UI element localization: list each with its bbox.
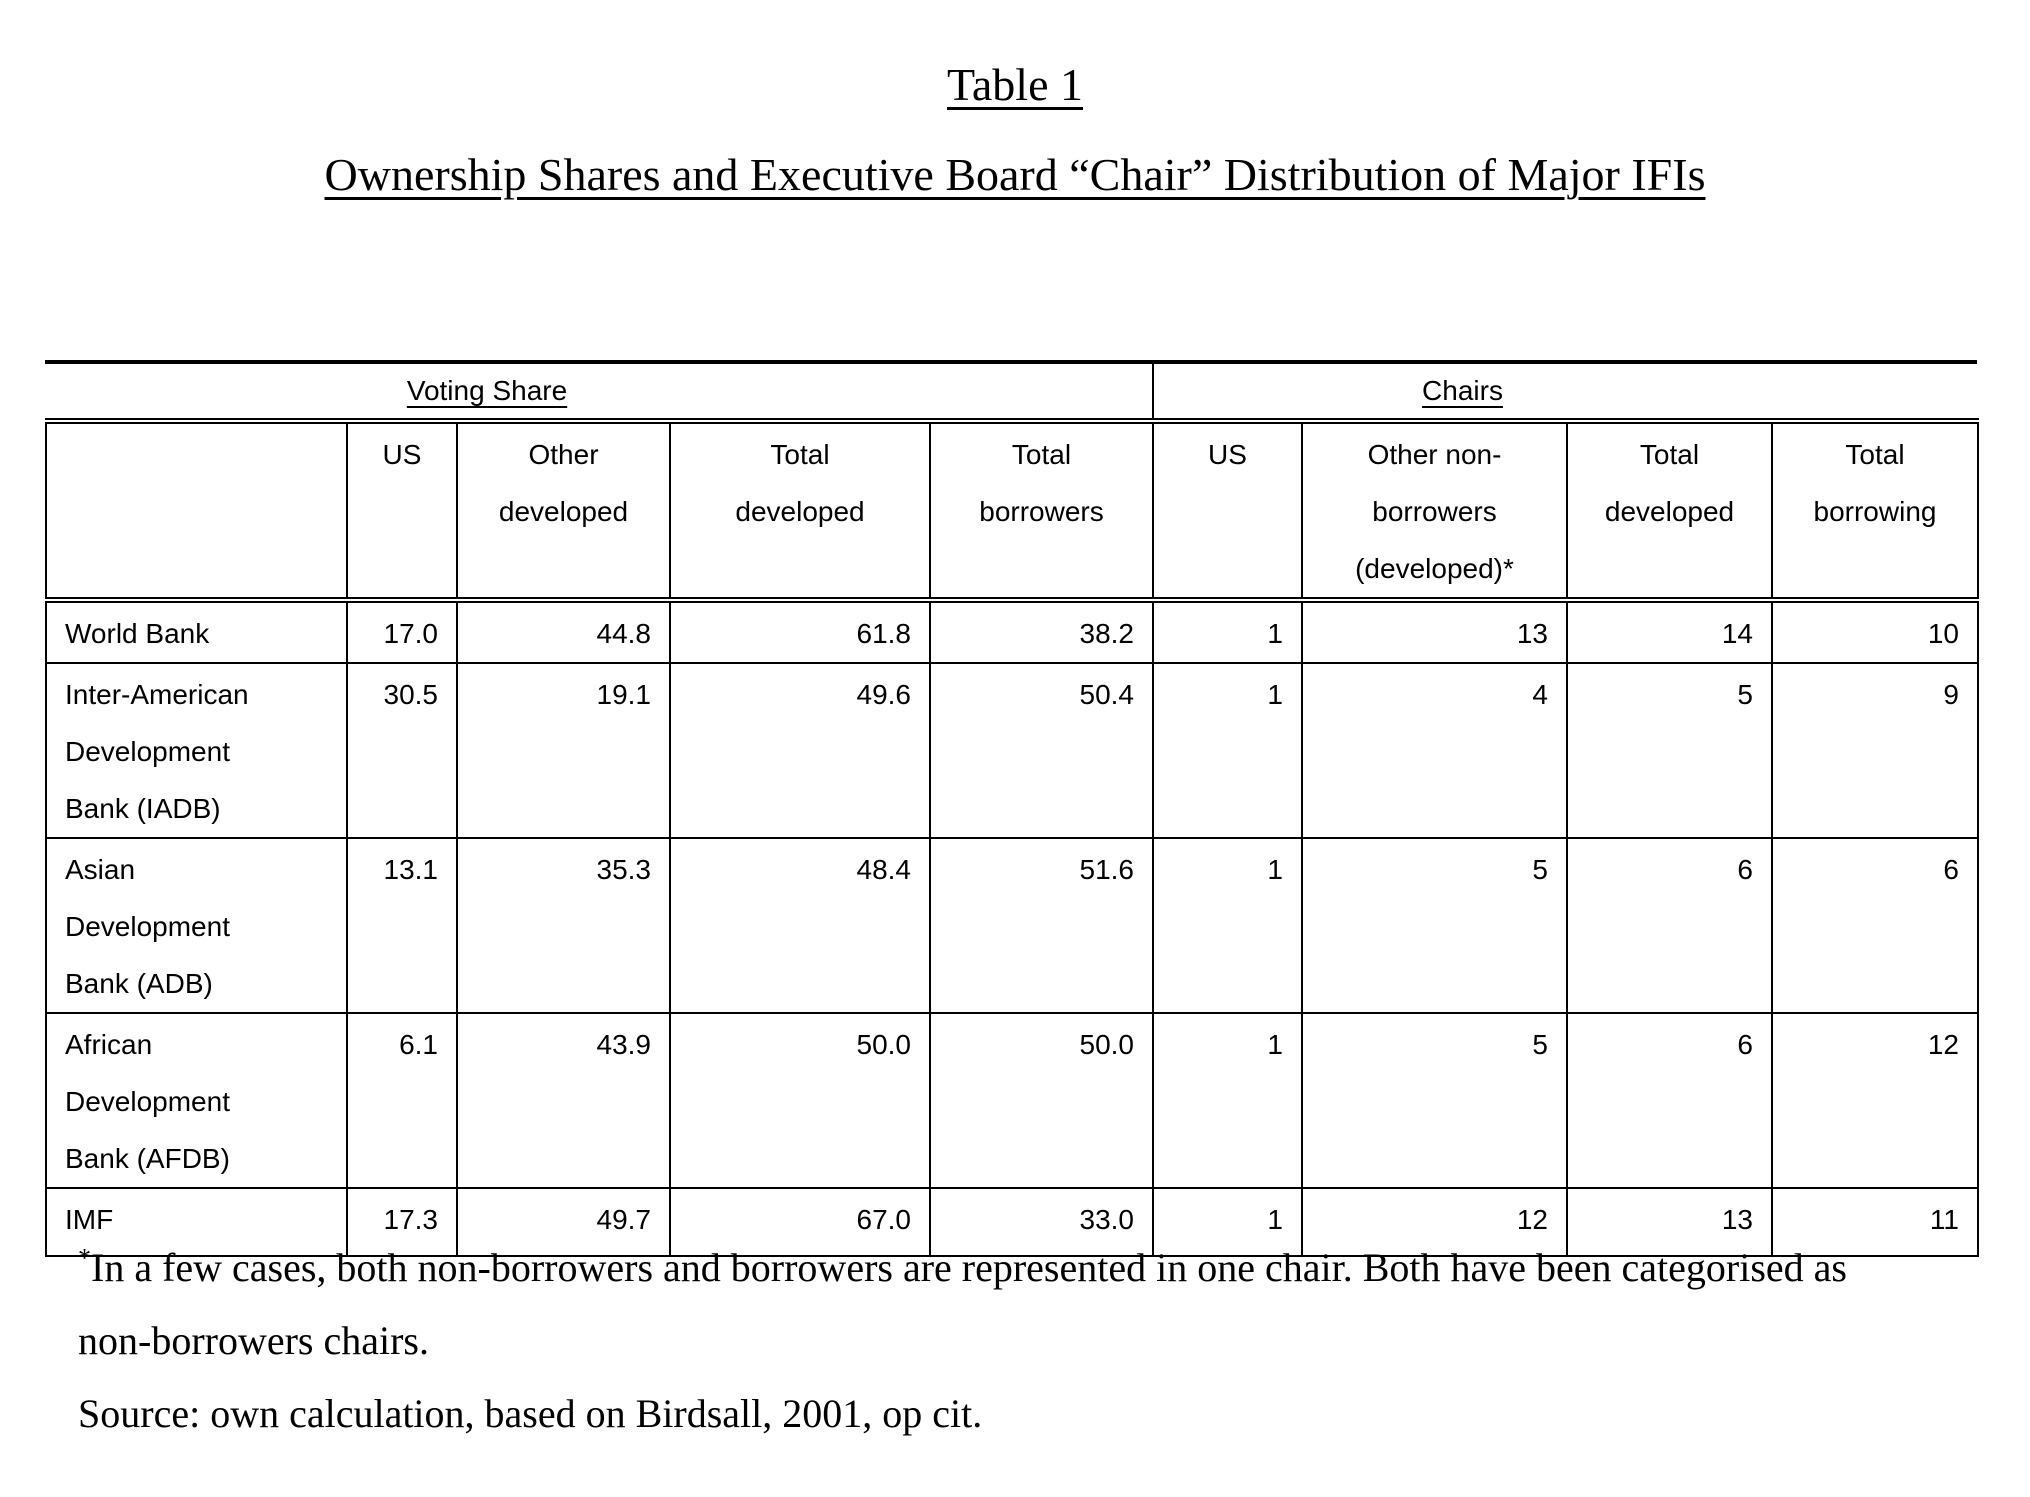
ifi-table: Voting Share Chairs US Other developed T…	[45, 360, 1979, 1257]
cell-value: 19.1	[456, 662, 671, 839]
cell-value: 6	[1771, 837, 1979, 1014]
cell-value: 1	[1152, 662, 1303, 839]
cell-value: 14	[1566, 599, 1773, 664]
group-header-voting-share-label: Voting Share	[406, 375, 568, 406]
cell-value: 30.5	[346, 662, 458, 839]
cell-value: 12	[1301, 1187, 1568, 1257]
cell-value: 17.3	[346, 1187, 458, 1257]
column-header-total-borrowing: Total borrowing	[1771, 418, 1979, 603]
cell-value: 49.6	[669, 662, 931, 839]
footnote-asterisk: *	[78, 1243, 91, 1273]
page-subtitle: Ownership Shares and Executive Board “Ch…	[0, 146, 2030, 204]
column-header-us-voting: US	[346, 418, 458, 603]
page-title-text: Table 1	[946, 59, 1083, 110]
group-header-spacer-left	[929, 364, 1152, 418]
column-header-total-developed-voting: Total developed	[669, 418, 931, 603]
table-footnotes: *In a few cases, both non-borrowers and …	[78, 1231, 1958, 1450]
cell-value: 6	[1566, 1012, 1773, 1189]
cell-value: 4	[1301, 662, 1568, 839]
row-label: IMF	[45, 1187, 348, 1257]
column-header-us-chairs: US	[1152, 418, 1303, 603]
row-label: World Bank	[45, 599, 348, 664]
cell-value: 61.8	[669, 599, 931, 664]
column-header-total-developed-chairs: Total developed	[1566, 418, 1773, 603]
page-subtitle-text: Ownership Shares and Executive Board “Ch…	[324, 149, 1706, 200]
cell-value: 1	[1152, 1012, 1303, 1189]
group-header-chairs: Chairs	[1152, 364, 1771, 418]
table-row-adb: Asian Development Bank (ADB) 13.1 35.3 4…	[45, 837, 1979, 1014]
footnote-note: *In a few cases, both non-borrowers and …	[78, 1231, 1958, 1377]
cell-value: 44.8	[456, 599, 671, 664]
table-row-imf: IMF 17.3 49.7 67.0 33.0 1 12 13 11	[45, 1187, 1979, 1257]
cell-value: 1	[1152, 1187, 1303, 1257]
cell-value: 48.4	[669, 837, 931, 1014]
cell-value: 50.0	[929, 1012, 1154, 1189]
cell-value: 1	[1152, 837, 1303, 1014]
cell-value: 13	[1566, 1187, 1773, 1257]
row-label: Asian Development Bank (ADB)	[45, 837, 348, 1014]
cell-value: 38.2	[929, 599, 1154, 664]
cell-value: 51.6	[929, 837, 1154, 1014]
cell-value: 11	[1771, 1187, 1979, 1257]
table-row-afdb: African Development Bank (AFDB) 6.1 43.9…	[45, 1012, 1979, 1189]
cell-value: 50.4	[929, 662, 1154, 839]
footnote-source: Source: own calculation, based on Birdsa…	[78, 1391, 983, 1436]
cell-value: 6	[1566, 837, 1773, 1014]
cell-value: 10	[1771, 599, 1979, 664]
cell-value: 13.1	[346, 837, 458, 1014]
cell-value: 33.0	[929, 1187, 1154, 1257]
cell-value: 6.1	[346, 1012, 458, 1189]
cell-value: 49.7	[456, 1187, 671, 1257]
cell-value: 5	[1566, 662, 1773, 839]
cell-value: 43.9	[456, 1012, 671, 1189]
cell-value: 5	[1301, 837, 1568, 1014]
ifi-data-table: US Other developed Total developed Total…	[45, 418, 1979, 1257]
cell-value: 67.0	[669, 1187, 931, 1257]
page-title: Table 1	[0, 56, 2030, 114]
cell-value: 17.0	[346, 599, 458, 664]
cell-value: 13	[1301, 599, 1568, 664]
row-label: Inter-American Development Bank (IADB)	[45, 662, 348, 839]
table-group-header-row: Voting Share Chairs	[45, 360, 1977, 418]
cell-value: 5	[1301, 1012, 1568, 1189]
group-header-spacer-right	[1771, 364, 1977, 418]
cell-value: 1	[1152, 599, 1303, 664]
cell-value: 12	[1771, 1012, 1979, 1189]
cell-value: 50.0	[669, 1012, 931, 1189]
group-header-chairs-label: Chairs	[1422, 375, 1503, 406]
footnote-note-text: In a few cases, both non-borrowers and b…	[78, 1245, 1847, 1363]
column-header-other-developed: Other developed	[456, 418, 671, 603]
table-row-world-bank: World Bank 17.0 44.8 61.8 38.2 1 13 14 1…	[45, 599, 1979, 664]
column-header-blank	[45, 418, 348, 603]
group-header-voting-share: Voting Share	[45, 364, 929, 418]
cell-value: 35.3	[456, 837, 671, 1014]
table-header-row: US Other developed Total developed Total…	[45, 418, 1979, 603]
table-row-iadb: Inter-American Development Bank (IADB) 3…	[45, 662, 1979, 839]
row-label: African Development Bank (AFDB)	[45, 1012, 348, 1189]
column-header-other-non-borrowers: Other non- borrowers (developed)*	[1301, 418, 1568, 603]
column-header-total-borrowers: Total borrowers	[929, 418, 1154, 603]
cell-value: 9	[1771, 662, 1979, 839]
